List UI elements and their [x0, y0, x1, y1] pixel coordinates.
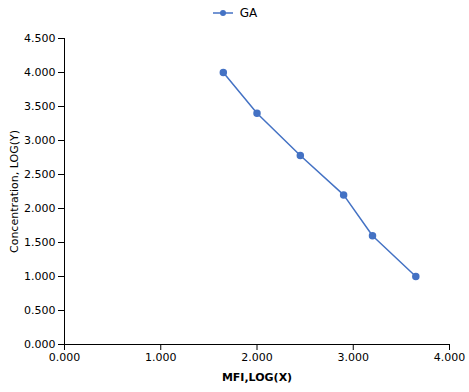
svg-text:MFI,LOG(X): MFI,LOG(X): [222, 371, 292, 384]
svg-text:0.500: 0.500: [24, 304, 56, 317]
svg-text:3.500: 3.500: [24, 100, 56, 113]
svg-text:1.000: 1.000: [24, 270, 56, 283]
svg-text:3.000: 3.000: [338, 351, 370, 364]
svg-text:0.000: 0.000: [49, 351, 81, 364]
svg-text:1.000: 1.000: [145, 351, 177, 364]
svg-text:4.500: 4.500: [24, 32, 56, 45]
svg-text:2.000: 2.000: [24, 202, 56, 215]
svg-text:3.000: 3.000: [24, 134, 56, 147]
html-text:GA: GA: [239, 6, 258, 20]
svg-text:1.500: 1.500: [24, 236, 56, 249]
svg-text:2.500: 2.500: [24, 168, 56, 181]
svg-text:Concentration, LOG(Y): Concentration, LOG(Y): [8, 130, 21, 253]
svg-text:0.000: 0.000: [24, 338, 56, 351]
svg-text:2.000: 2.000: [241, 351, 273, 364]
svg-text:4.000: 4.000: [24, 66, 56, 79]
svg-text:4.000: 4.000: [434, 351, 466, 364]
